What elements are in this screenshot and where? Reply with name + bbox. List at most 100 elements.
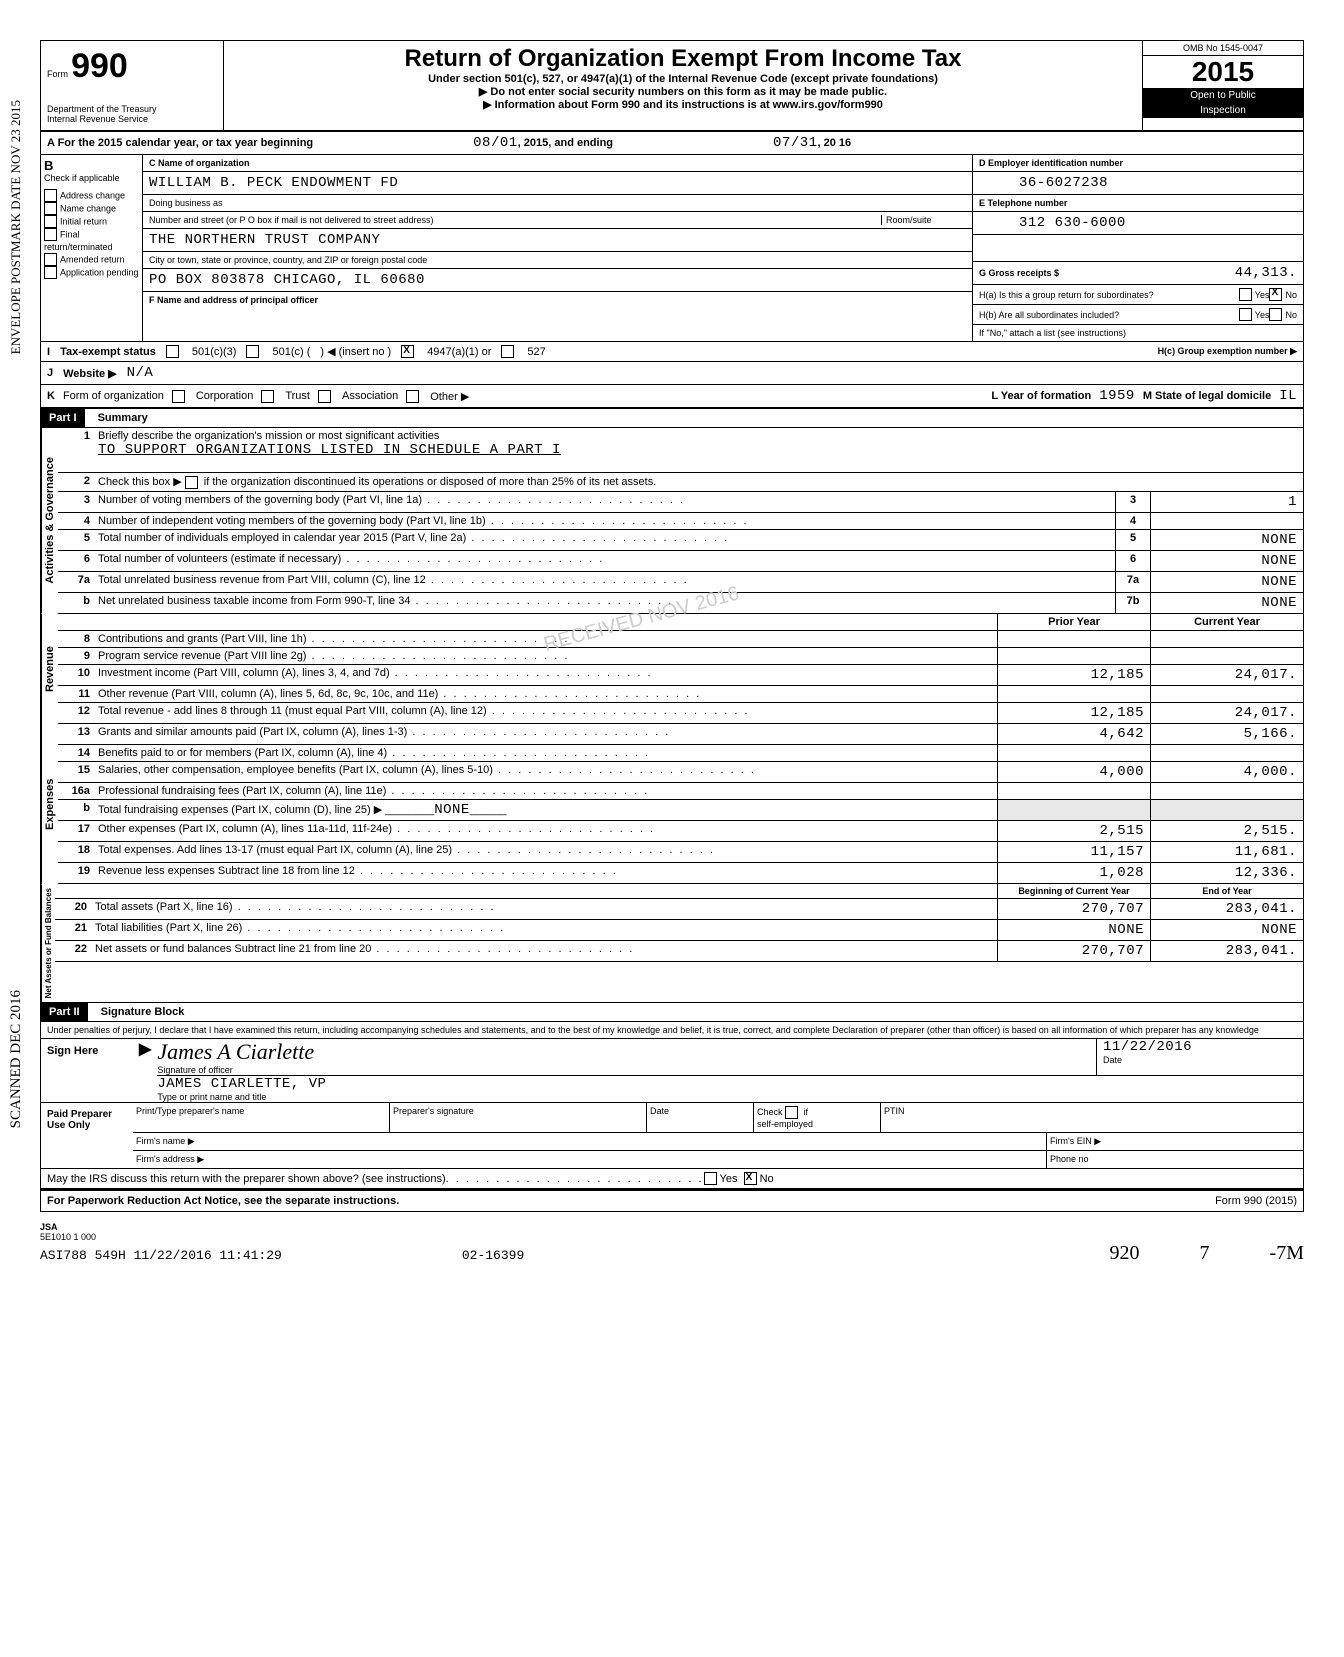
if-label: if bbox=[804, 1107, 809, 1117]
form-header: Form 990 Department of the Treasury Inte… bbox=[41, 41, 1303, 132]
amended-checkbox[interactable] bbox=[44, 253, 57, 266]
final-return-checkbox[interactable] bbox=[44, 228, 57, 241]
assoc-checkbox[interactable] bbox=[318, 390, 331, 403]
line8-label: Contributions and grants (Part VIII, lin… bbox=[94, 631, 997, 647]
jsa-label: JSA bbox=[40, 1222, 1304, 1232]
website-label: Website ▶ bbox=[63, 367, 117, 380]
line12-label: Total revenue - add lines 8 through 11 (… bbox=[94, 703, 997, 723]
hb-no-checkbox[interactable] bbox=[1269, 308, 1282, 321]
begin-suffix: , 2015, and ending bbox=[518, 137, 613, 149]
527-label: 527 bbox=[527, 346, 545, 358]
hb-yes: Yes bbox=[1255, 310, 1270, 320]
side-revenue: Revenue bbox=[41, 614, 58, 724]
line3-value: 1 bbox=[1150, 492, 1303, 512]
c-label: C Name of organization bbox=[149, 158, 250, 168]
may-irs-label: May the IRS discuss this return with the… bbox=[47, 1173, 446, 1185]
501c3-label: 501(c)(3) bbox=[192, 346, 237, 358]
e-label: E Telephone number bbox=[973, 195, 1303, 212]
line1-label: Briefly describe the organization's miss… bbox=[98, 430, 439, 442]
line2-checkbox[interactable] bbox=[185, 476, 198, 489]
insert-no: ) ◀ (insert no ) bbox=[320, 345, 391, 358]
side-governance: Activities & Governance bbox=[41, 428, 58, 614]
arrow-icon: ▶ bbox=[139, 1039, 151, 1102]
street-address: THE NORTHERN TRUST COMPANY bbox=[149, 232, 380, 248]
line2-label: Check this box ▶ bbox=[98, 476, 182, 488]
inspection: Inspection bbox=[1143, 103, 1303, 118]
527-checkbox[interactable] bbox=[501, 345, 514, 358]
part1-title: Summary bbox=[98, 412, 148, 424]
sign-here-label: Sign Here bbox=[41, 1039, 133, 1102]
line13-prior: 4,642 bbox=[997, 724, 1150, 744]
4947-checkbox[interactable] bbox=[401, 345, 414, 358]
line17-label: Other expenses (Part IX, column (A), lin… bbox=[94, 821, 997, 841]
officer-signature: James A Ciarlette bbox=[157, 1039, 1096, 1065]
app-pending-checkbox[interactable] bbox=[44, 266, 57, 279]
hb-yes-checkbox[interactable] bbox=[1239, 308, 1252, 321]
line21-label: Total liabilities (Part X, line 26) bbox=[91, 920, 997, 940]
addr-label: Number and street (or P O box if mail is… bbox=[149, 215, 881, 225]
hb-no: No bbox=[1285, 310, 1297, 320]
g-label: G Gross receipts $ bbox=[979, 268, 1059, 278]
sig-date-label: Date bbox=[1103, 1055, 1303, 1065]
paperwork-notice: For Paperwork Reduction Act Notice, see … bbox=[47, 1195, 399, 1207]
scanned-stamp: SCANNED DEC 2016 bbox=[8, 990, 25, 1128]
line12-prior: 12,185 bbox=[997, 703, 1150, 723]
form-990: Form 990 Department of the Treasury Inte… bbox=[40, 40, 1304, 1212]
handwritten-3: -7M bbox=[1270, 1242, 1304, 1265]
line19-current: 12,336. bbox=[1150, 863, 1303, 883]
addr-change-label: Address change bbox=[60, 190, 125, 200]
line6-label: Total number of volunteers (estimate if … bbox=[94, 551, 1115, 571]
name-change-checkbox[interactable] bbox=[44, 202, 57, 215]
room-label: Room/suite bbox=[881, 215, 966, 225]
line22-label: Net assets or fund balances Subtract lin… bbox=[91, 941, 997, 961]
irs-yes-checkbox[interactable] bbox=[704, 1172, 717, 1185]
dept-treasury: Department of the Treasury bbox=[47, 104, 217, 114]
trust-checkbox[interactable] bbox=[261, 390, 274, 403]
info-url: ▶ Information about Form 990 and its ins… bbox=[228, 98, 1138, 111]
name-change-label: Name change bbox=[60, 203, 116, 213]
app-pending-label: Application pending bbox=[60, 267, 139, 277]
line22-current: 283,041. bbox=[1150, 941, 1303, 961]
line-a: A For the 2015 calendar year, or tax yea… bbox=[41, 132, 1303, 155]
end-date: 07/31 bbox=[773, 135, 818, 151]
hc-label: H(c) Group exemption number ▶ bbox=[1158, 346, 1297, 357]
begin-date: 08/01 bbox=[473, 135, 518, 151]
form-title: Return of Organization Exempt From Incom… bbox=[228, 45, 1138, 73]
firm-ein-label: Firm's EIN ▶ bbox=[1046, 1133, 1303, 1150]
line10-label: Investment income (Part VIII, column (A)… bbox=[94, 665, 997, 685]
j-label: J bbox=[47, 367, 53, 379]
ha-yes-checkbox[interactable] bbox=[1239, 288, 1252, 301]
initial-return-checkbox[interactable] bbox=[44, 215, 57, 228]
addr-change-checkbox[interactable] bbox=[44, 189, 57, 202]
other-checkbox[interactable] bbox=[406, 390, 419, 403]
penalty-statement: Under penalties of perjury, I declare th… bbox=[41, 1022, 1303, 1039]
city-label: City or town, state or province, country… bbox=[143, 252, 972, 269]
501c-checkbox[interactable] bbox=[246, 345, 259, 358]
m-label: M State of legal domicile bbox=[1143, 390, 1271, 402]
irs-no-label: No bbox=[760, 1173, 774, 1185]
trust-label: Trust bbox=[285, 390, 310, 402]
line17-current: 2,515. bbox=[1150, 821, 1303, 841]
gross-receipts: 44,313. bbox=[1235, 265, 1297, 281]
irs-label: Internal Revenue Service bbox=[47, 114, 217, 124]
501c3-checkbox[interactable] bbox=[166, 345, 179, 358]
irs-no-checkbox[interactable] bbox=[744, 1172, 757, 1185]
form-label: Form bbox=[47, 69, 68, 79]
l-label: L Year of formation bbox=[991, 390, 1091, 402]
year-formation: 1959 bbox=[1099, 388, 1135, 404]
self-emp-label: self-employed bbox=[757, 1119, 813, 1129]
corp-label: Corporation bbox=[196, 390, 253, 402]
side-expenses: Expenses bbox=[41, 724, 58, 884]
ssn-warning: ▶ Do not enter social security numbers o… bbox=[228, 85, 1138, 98]
line2-rest: if the organization discontinued its ope… bbox=[204, 476, 657, 488]
side-netassets: Net Assets or Fund Balances bbox=[41, 884, 55, 1002]
corp-checkbox[interactable] bbox=[172, 390, 185, 403]
type-name-label: Type or print name and title bbox=[157, 1092, 1303, 1102]
ha-no-checkbox[interactable] bbox=[1269, 288, 1282, 301]
ha-no: No bbox=[1285, 290, 1297, 300]
part2-title: Signature Block bbox=[101, 1006, 185, 1018]
current-year-hdr: Current Year bbox=[1150, 614, 1303, 630]
handwritten-1: 920 bbox=[1110, 1242, 1140, 1265]
self-emp-checkbox[interactable] bbox=[785, 1106, 798, 1119]
assoc-label: Association bbox=[342, 390, 398, 402]
